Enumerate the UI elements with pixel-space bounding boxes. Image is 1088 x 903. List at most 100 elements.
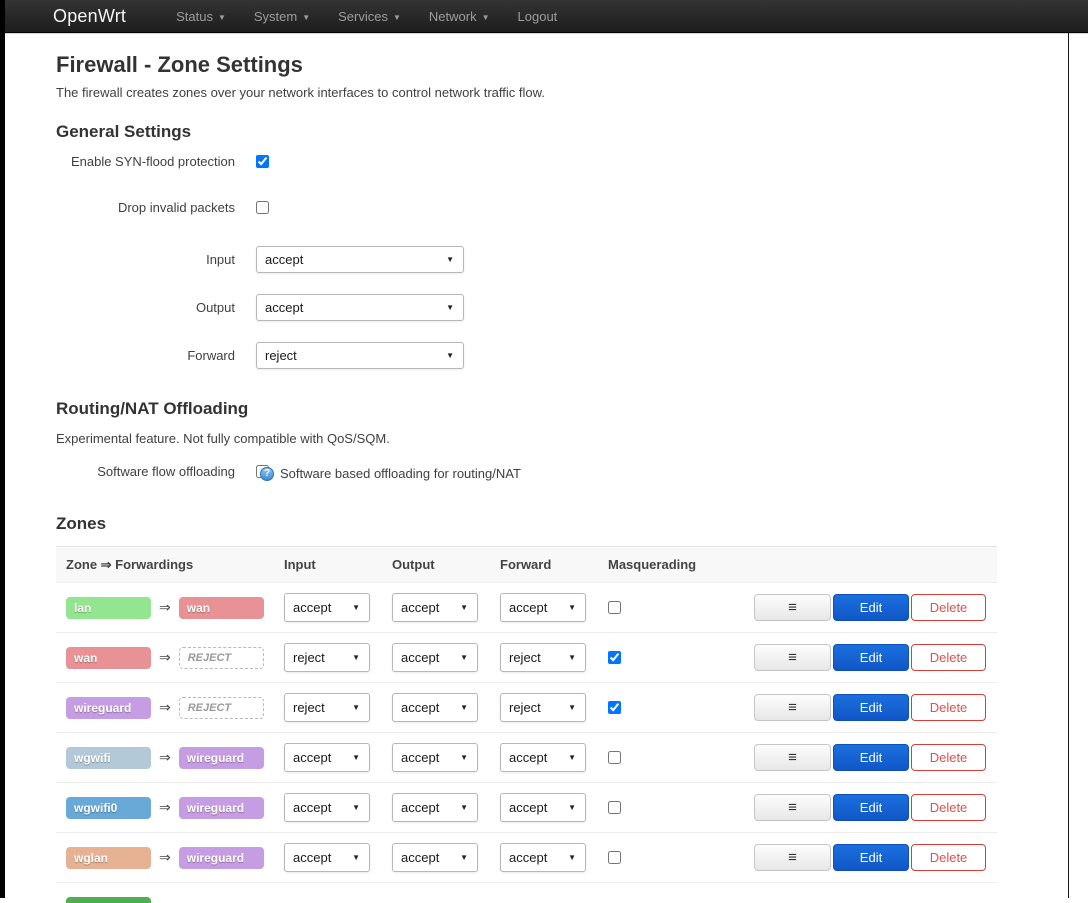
syn-flood-row: Enable SYN-flood protection: [56, 154, 997, 169]
chevron-down-icon: ▼: [568, 803, 576, 812]
chevron-down-icon: ▼: [352, 853, 360, 862]
nav-item-services[interactable]: Services ▼: [324, 0, 415, 32]
select-value: reject: [293, 650, 325, 665]
forward-arrow-icon: ⇒: [159, 849, 171, 865]
zone-output-select[interactable]: accept ▼: [392, 693, 478, 722]
select-value: accept: [401, 650, 440, 665]
col-zone-forwardings: Zone ⇒ Forwardings: [66, 556, 194, 572]
zone-edit-button[interactable]: Edit: [833, 644, 909, 671]
zone-input-select[interactable]: reject ▼: [284, 643, 370, 672]
drop-invalid-row: Drop invalid packets: [56, 200, 997, 215]
zone-forward-select[interactable]: reject ▼: [500, 643, 586, 672]
zone-delete-button[interactable]: Delete: [911, 744, 986, 771]
select-value: reject: [265, 348, 297, 363]
section-zones: Zones: [56, 514, 107, 533]
chevron-down-icon: ▼: [352, 803, 360, 812]
zone-delete-button[interactable]: Delete: [911, 594, 986, 621]
chevron-down-icon: ▼: [352, 703, 360, 712]
zone-table-row: wan ⇒ REJECT reject ▼ accept ▼ reject ▼: [56, 633, 997, 683]
masquerading-checkbox[interactable]: [608, 651, 621, 664]
zone-forward-select[interactable]: accept ▼: [500, 843, 586, 872]
select-value: accept: [293, 750, 332, 765]
nav-item-network[interactable]: Network ▼: [415, 0, 504, 32]
zone-edit-button[interactable]: Edit: [833, 594, 909, 621]
masquerading-checkbox[interactable]: [608, 601, 621, 614]
zone-forward-select[interactable]: accept ▼: [500, 743, 586, 772]
zone-menu-button[interactable]: ≡: [754, 694, 831, 721]
zone-menu-button[interactable]: ≡: [754, 844, 831, 871]
syn-flood-checkbox[interactable]: [256, 155, 269, 168]
input-policy-select[interactable]: accept ▼: [256, 246, 464, 273]
nav-item-status[interactable]: Status ▼: [162, 0, 240, 32]
chevron-down-icon: ▼: [393, 12, 401, 22]
chevron-down-icon: ▼: [460, 703, 468, 712]
masquerading-checkbox[interactable]: [608, 851, 621, 864]
zone-delete-button[interactable]: Delete: [911, 694, 986, 721]
zone-edit-button[interactable]: Edit: [833, 744, 909, 771]
zone-output-select[interactable]: accept ▼: [392, 593, 478, 622]
nav-item-system[interactable]: System ▼: [240, 0, 324, 32]
chevron-down-icon: ▼: [568, 703, 576, 712]
page-title: Firewall - Zone Settings: [56, 52, 303, 77]
zone-output-select[interactable]: accept ▼: [392, 793, 478, 822]
zone-delete-button[interactable]: Delete: [911, 644, 986, 671]
nav-item-label: Logout: [517, 8, 558, 24]
zone-edit-button[interactable]: Edit: [833, 794, 909, 821]
select-value: accept: [401, 700, 440, 715]
zone-forward-select[interactable]: accept ▼: [500, 793, 586, 822]
output-policy-select[interactable]: accept ▼: [256, 294, 464, 321]
zone-output-select[interactable]: accept ▼: [392, 743, 478, 772]
zone-menu-button[interactable]: ≡: [754, 744, 831, 771]
masquerading-checkbox[interactable]: [608, 701, 621, 714]
zone-table-row: wglan ⇒ wireguard accept ▼ accept ▼ acce…: [56, 833, 997, 883]
nav-item-logout[interactable]: Logout: [504, 0, 572, 32]
col-output: Output: [392, 557, 435, 572]
select-value: reject: [509, 650, 541, 665]
zone-dest-badge: wireguard: [178, 746, 264, 769]
zone-input-select[interactable]: accept ▼: [284, 593, 370, 622]
window-left-edge: [0, 0, 5, 898]
window-right-edge: [1068, 33, 1069, 898]
zone-badge: wglan: [66, 846, 151, 869]
zone-input-select[interactable]: accept ▼: [284, 793, 370, 822]
zone-delete-button[interactable]: Delete: [911, 794, 986, 821]
chevron-down-icon: ▼: [460, 853, 468, 862]
chevron-down-icon: ▼: [568, 603, 576, 612]
select-value: accept: [293, 600, 332, 615]
zone-delete-button[interactable]: Delete: [911, 844, 986, 871]
chevron-down-icon: ▼: [446, 303, 454, 312]
select-value: accept: [509, 800, 548, 815]
chevron-down-icon: ▼: [446, 351, 454, 360]
forward-policy-select[interactable]: reject ▼: [256, 342, 464, 369]
zone-edit-button[interactable]: Edit: [833, 694, 909, 721]
zone-input-select[interactable]: reject ▼: [284, 693, 370, 722]
zone-output-select[interactable]: accept ▼: [392, 843, 478, 872]
forward-arrow-icon: ⇒: [159, 749, 171, 765]
zone-dest-badge: REJECT: [178, 646, 264, 669]
zone-forward-select[interactable]: accept ▼: [500, 593, 586, 622]
drop-invalid-checkbox[interactable]: [256, 201, 269, 214]
zone-dest-badge: wireguard: [178, 796, 264, 819]
zone-menu-button[interactable]: ≡: [754, 644, 831, 671]
select-value: accept: [265, 252, 304, 267]
chevron-down-icon: ▼: [568, 753, 576, 762]
select-value: accept: [401, 850, 440, 865]
section-general-settings: General Settings: [56, 122, 192, 141]
masquerading-checkbox[interactable]: [608, 751, 621, 764]
nav-item-label: Services: [338, 8, 388, 24]
masquerading-checkbox[interactable]: [608, 801, 621, 814]
select-value: accept: [509, 850, 548, 865]
zone-menu-button[interactable]: ≡: [754, 794, 831, 821]
section-offloading: Routing/NAT Offloading: [56, 399, 249, 418]
zones-table: Zone ⇒ Forwardings Input Output Forward …: [56, 546, 997, 883]
zone-dest-badge: wan: [178, 596, 264, 619]
chevron-down-icon: ▼: [568, 653, 576, 662]
zone-output-select[interactable]: accept ▼: [392, 643, 478, 672]
zone-input-select[interactable]: accept ▼: [284, 743, 370, 772]
zone-forward-select[interactable]: reject ▼: [500, 693, 586, 722]
zone-menu-button[interactable]: ≡: [754, 594, 831, 621]
zone-input-select[interactable]: accept ▼: [284, 843, 370, 872]
select-value: accept: [401, 750, 440, 765]
zone-badge: wan: [66, 646, 151, 669]
zone-edit-button[interactable]: Edit: [833, 844, 909, 871]
